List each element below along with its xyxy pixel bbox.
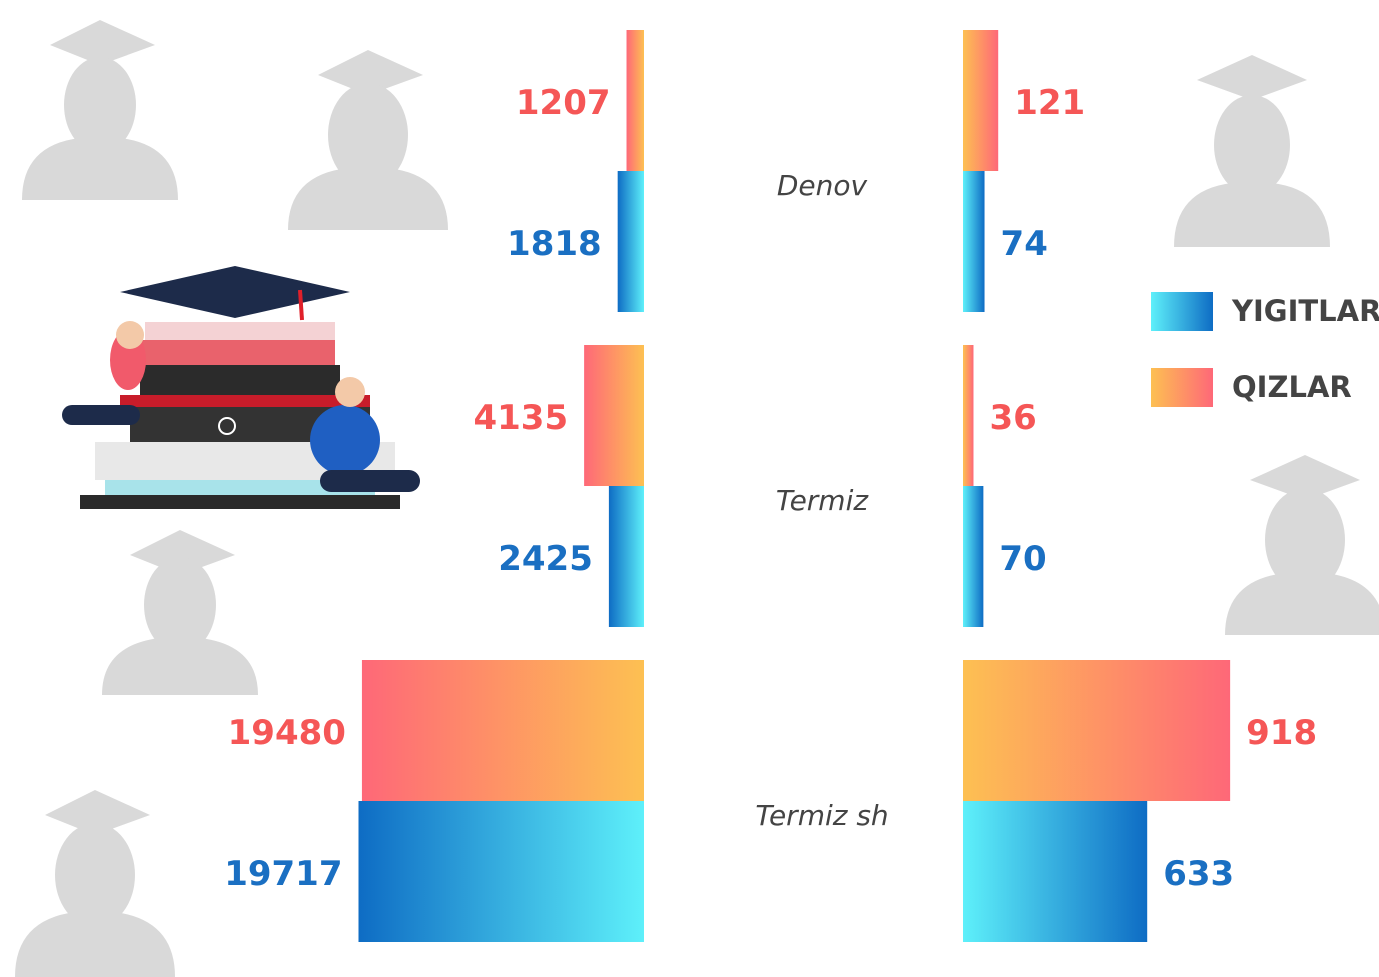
bar (358, 801, 644, 942)
value-label: 1818 (507, 224, 602, 264)
category-label: Termiz sh (755, 799, 888, 832)
value-label: 4135 (473, 398, 568, 438)
books-illustration (62, 266, 420, 509)
value-label: 633 (1163, 854, 1234, 894)
value-label: 121 (1014, 83, 1085, 123)
bar (963, 801, 1148, 942)
value-label: 1207 (516, 83, 611, 123)
bar (963, 30, 999, 171)
graduate-icon (102, 530, 258, 695)
value-label: 19717 (224, 854, 342, 894)
decoration (15, 20, 1379, 977)
graduate-icon (22, 20, 178, 200)
graduate-icon (15, 790, 175, 977)
bar (963, 486, 984, 627)
legend-swatch (1151, 292, 1213, 331)
bar (963, 660, 1231, 801)
value-label: 74 (1001, 224, 1048, 264)
bar (626, 30, 644, 171)
category-label: Termiz (776, 484, 869, 517)
bar (361, 660, 644, 801)
bar (963, 345, 974, 486)
graduate-icon (288, 50, 448, 230)
legend-label: YIGITLAR (1231, 294, 1379, 328)
value-label: 19480 (228, 713, 346, 753)
value-label: 70 (999, 539, 1046, 579)
bar (608, 486, 644, 627)
bar (584, 345, 644, 486)
value-label: 2425 (498, 539, 593, 579)
category-label: Denov (777, 169, 868, 202)
legend-swatch (1151, 368, 1213, 407)
bar (963, 171, 985, 312)
value-label: 918 (1246, 713, 1317, 753)
bar (617, 171, 644, 312)
graduate-icon (1225, 455, 1379, 635)
value-label: 36 (989, 398, 1036, 438)
legend-label: QIZLAR (1232, 370, 1352, 404)
graduate-icon (1174, 55, 1330, 247)
